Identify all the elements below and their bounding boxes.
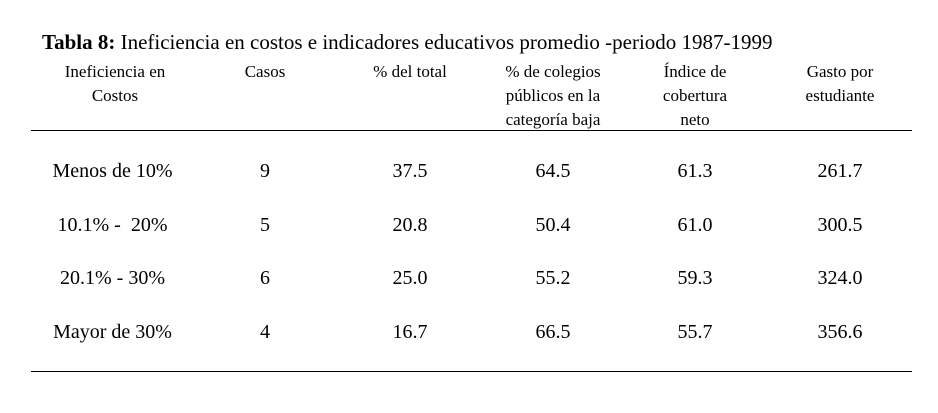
- cell-category: 20.1% - 30%: [60, 267, 165, 289]
- cell-gasto: 324.0: [817, 267, 863, 289]
- table-title: Ineficiencia en costos e indicadores edu…: [115, 30, 773, 54]
- cell-casos: 4: [260, 321, 270, 343]
- cell-casos: 9: [260, 160, 270, 182]
- cell-pct-colegios: 64.5: [535, 160, 571, 182]
- cell-pct-colegios: 66.5: [535, 321, 571, 343]
- header-pct-colegios: % de colegios públicos en la categoría b…: [505, 62, 601, 129]
- header-ineficiencia: Ineficiencia en Costos: [64, 62, 166, 105]
- cell-pct-total: 16.7: [392, 321, 428, 343]
- header-indice-cobertura: Índice de cobertura neto: [662, 62, 728, 129]
- cell-gasto: 261.7: [817, 160, 863, 182]
- cell-pct-total: 25.0: [392, 267, 428, 289]
- table-caption: Tabla 8: Ineficiencia en costos e indica…: [42, 30, 773, 55]
- bottom-rule: [31, 371, 912, 372]
- cell-pct-colegios: 50.4: [535, 214, 571, 236]
- cell-indice: 55.7: [677, 321, 713, 343]
- cell-indice: 61.3: [677, 160, 713, 182]
- header-rule: [31, 130, 912, 131]
- cell-gasto: 300.5: [817, 214, 863, 236]
- cell-casos: 6: [260, 267, 270, 289]
- cell-pct-colegios: 55.2: [535, 267, 571, 289]
- header-gasto: Gasto por estudiante: [805, 62, 875, 105]
- table-number: Tabla 8:: [42, 30, 116, 54]
- header-pct-total: % del total: [373, 62, 447, 81]
- cell-category: 10.1% - 20%: [57, 214, 168, 236]
- cell-casos: 5: [260, 214, 270, 236]
- cell-gasto: 356.6: [817, 321, 863, 343]
- cell-category: Menos de 10%: [52, 160, 173, 182]
- header-casos: Casos: [244, 62, 286, 81]
- cell-indice: 61.0: [677, 214, 713, 236]
- cell-category: Mayor de 30%: [53, 321, 172, 343]
- cell-pct-total: 20.8: [392, 214, 428, 236]
- cell-indice: 59.3: [677, 267, 713, 289]
- cell-pct-total: 37.5: [392, 160, 428, 182]
